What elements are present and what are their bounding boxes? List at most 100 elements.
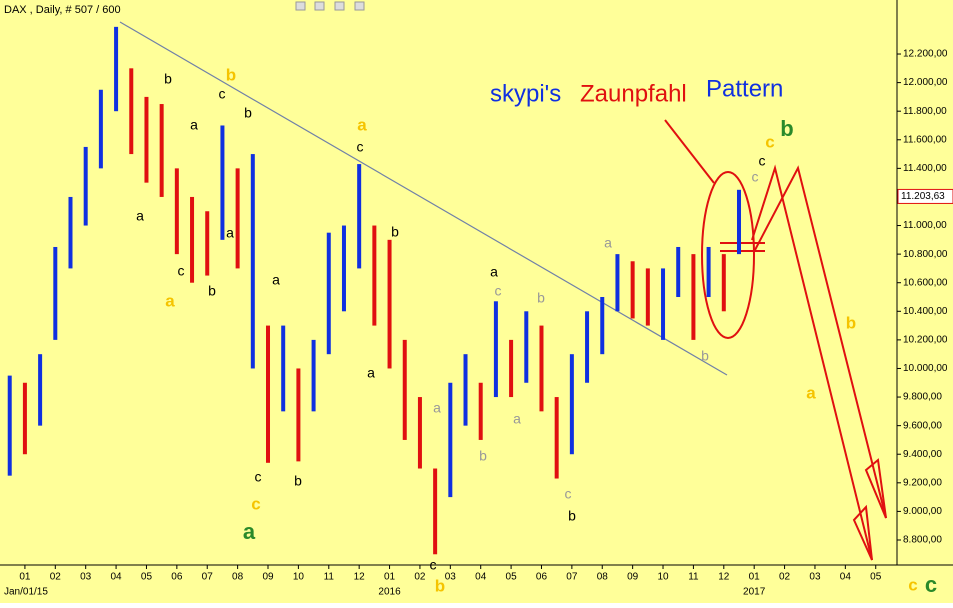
x-tick-label: 03 (809, 572, 821, 583)
x-tick-label: 11 (324, 572, 335, 583)
x-tick-label: 10 (293, 572, 305, 583)
price-bar (645, 268, 650, 326)
x-tick-label: 11 (688, 572, 699, 583)
x-period-label: 2017 (743, 587, 766, 598)
price-bar (311, 339, 316, 412)
wave-label: b (391, 224, 399, 240)
y-tick-label: 11.400,00 (903, 163, 947, 174)
x-period-label: 2016 (378, 587, 401, 598)
wave-label: a (165, 291, 175, 310)
wave-label: c (255, 469, 262, 485)
wave-label: b (208, 283, 216, 299)
price-bar (250, 154, 255, 369)
x-tick-label: 02 (779, 572, 791, 583)
wave-label: b (164, 71, 172, 87)
x-tick-label: 03 (445, 572, 457, 583)
x-tick-label: 12 (718, 572, 730, 583)
price-bar (357, 164, 362, 269)
y-tick-label: 9.600,00 (903, 420, 942, 431)
price-bar (417, 397, 422, 469)
x-tick-label: 01 (749, 572, 761, 583)
wave-label: c (251, 494, 260, 513)
wave-label: b (479, 448, 487, 464)
wave-label: b (244, 105, 252, 121)
price-bar (721, 254, 726, 312)
x-tick-label: 12 (354, 572, 366, 583)
price-bar (341, 225, 346, 312)
wave-label: a (190, 117, 198, 133)
x-tick-label: 06 (536, 572, 548, 583)
projection-line (754, 165, 887, 519)
price-bar (22, 382, 27, 455)
price-bar (38, 354, 43, 426)
wave-label: b (568, 508, 576, 524)
last-price-box (897, 188, 953, 204)
price-bar (509, 339, 514, 398)
y-tick-label: 10.600,00 (903, 277, 948, 288)
price-bar (539, 325, 544, 412)
x-period-label: Jan/01/15 (4, 587, 48, 598)
price-bar (478, 382, 483, 440)
icon[interactable] (295, 1, 306, 11)
x-tick-label: 08 (597, 572, 609, 583)
wave-label: a (357, 115, 367, 134)
y-tick-label: 9.200,00 (903, 477, 942, 488)
wave-label: b (780, 116, 793, 141)
icon[interactable] (334, 1, 345, 11)
x-tick-label: 05 (506, 572, 518, 583)
icon[interactable] (354, 1, 365, 11)
y-tick-label: 12.000,00 (903, 77, 948, 88)
x-tick-label: 03 (80, 572, 92, 583)
wave-label: c (908, 575, 917, 594)
wave-label: a (226, 225, 234, 241)
price-bar (569, 354, 574, 455)
price-bar (83, 146, 88, 226)
x-tick-label: 09 (262, 572, 274, 583)
price-bar (235, 168, 240, 269)
wave-label: c (357, 139, 364, 155)
icon[interactable] (314, 1, 325, 11)
price-bar (53, 246, 58, 340)
ellipse (701, 171, 755, 339)
price-bar (463, 354, 468, 426)
y-tick-label: 12.200,00 (903, 49, 948, 60)
wave-label: a (513, 411, 521, 427)
y-tick-label: 11.000,00 (903, 220, 947, 231)
x-tick-label: 07 (566, 572, 578, 583)
price-bar (174, 168, 179, 255)
price-bar (114, 26, 119, 112)
pointer-line (664, 119, 715, 184)
projection-line (751, 164, 873, 561)
price-bar (144, 96, 149, 183)
x-tick-label: 04 (840, 572, 852, 583)
x-tick-label: 05 (870, 572, 882, 583)
wave-label: c (925, 572, 937, 597)
price-bar (615, 254, 620, 312)
wave-label: a (367, 365, 375, 381)
y-tick-label: 11.600,00 (903, 134, 947, 145)
wave-label: c (178, 263, 185, 279)
price-bar (220, 125, 225, 240)
price-bar (281, 325, 286, 412)
headline-word: Pattern (706, 75, 783, 102)
headline-word: skypi's (490, 80, 561, 107)
chart-title: DAX , Daily, # 507 / 600 (4, 4, 121, 16)
price-bar (159, 104, 164, 197)
wave-label: a (243, 519, 256, 544)
wave-label: c (765, 132, 774, 151)
price-bar (706, 246, 711, 298)
x-tick-label: 04 (475, 572, 487, 583)
price-bar (630, 261, 635, 319)
price-bar (736, 189, 741, 255)
wave-label: a (433, 400, 441, 416)
x-tick-label: 06 (171, 572, 183, 583)
wave-label: b (435, 576, 445, 595)
y-tick-label: 9.800,00 (903, 392, 942, 403)
price-bar (661, 268, 666, 340)
price-bar (554, 397, 559, 479)
price-bar (691, 254, 696, 340)
y-tick-label: 9.000,00 (903, 506, 942, 517)
